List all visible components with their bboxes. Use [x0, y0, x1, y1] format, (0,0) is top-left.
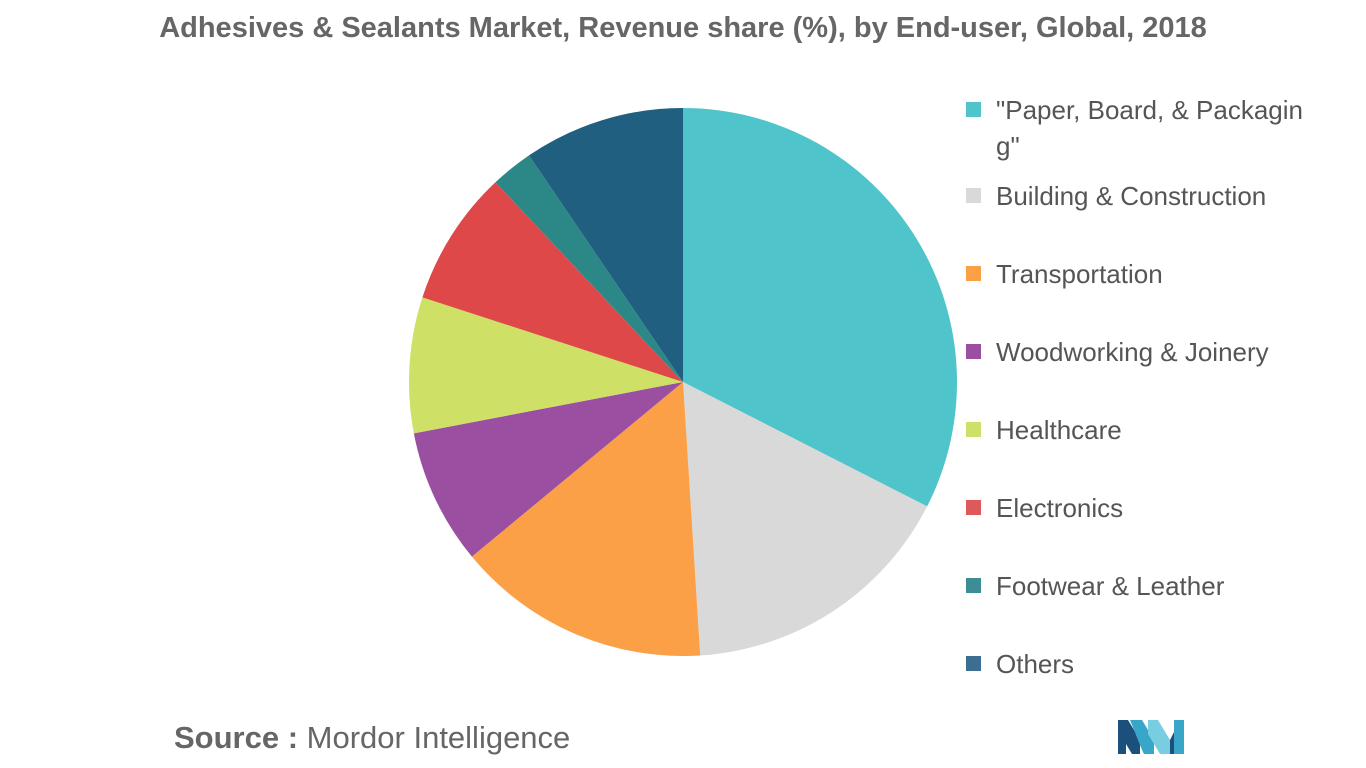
- pie-slice-3: [471, 382, 701, 657]
- legend-item: Footwear & Leather: [966, 568, 1326, 604]
- legend-swatch: [966, 578, 981, 593]
- legend-swatch: [966, 422, 981, 437]
- pie-slice-2: [683, 382, 928, 656]
- mordor-intelligence-logo-icon: [1118, 720, 1184, 754]
- legend-item: Transportation: [966, 256, 1326, 292]
- legend-swatch: [966, 266, 981, 281]
- legend-item: Electronics: [966, 490, 1326, 526]
- legend-label: Building & Construction: [996, 181, 1267, 211]
- legend-item: "Paper, Board, & Packaging": [966, 92, 1326, 164]
- pie-slice-7: [495, 155, 683, 382]
- pie-chart: [408, 108, 958, 657]
- legend-swatch: [966, 500, 981, 515]
- legend-label: Healthcare: [996, 415, 1122, 445]
- source-name: Mordor Intelligence: [306, 720, 571, 755]
- legend-item: Others: [966, 646, 1326, 682]
- legend-label: Electronics: [996, 493, 1124, 523]
- legend-label: Others: [996, 649, 1075, 679]
- legend-label: Footwear & Leather: [996, 571, 1225, 601]
- legend-swatch: [966, 344, 981, 359]
- legend-label: "Paper, Board, & Packaging": [996, 95, 1303, 161]
- source-text: Source : Mordor Intelligence: [174, 720, 570, 756]
- chart-title: Adhesives & Sealants Market, Revenue sha…: [159, 12, 1207, 44]
- pie-slice-6: [422, 182, 683, 382]
- legend-item: Healthcare: [966, 412, 1326, 448]
- legend-item: Woodworking & Joinery: [966, 334, 1326, 370]
- pie-slice-8: [528, 108, 683, 382]
- legend-swatch: [966, 102, 981, 117]
- legend-swatch: [966, 188, 981, 203]
- pie-slice-1: [683, 108, 958, 507]
- source-label: Source :: [174, 720, 299, 755]
- legend-label: Transportation: [996, 259, 1163, 289]
- legend-swatch: [966, 656, 981, 671]
- pie-slice-5: [408, 297, 683, 434]
- legend-item: Building & Construction: [966, 178, 1326, 214]
- legend-label: Woodworking & Joinery: [996, 337, 1269, 367]
- pie-slice-4: [413, 382, 683, 557]
